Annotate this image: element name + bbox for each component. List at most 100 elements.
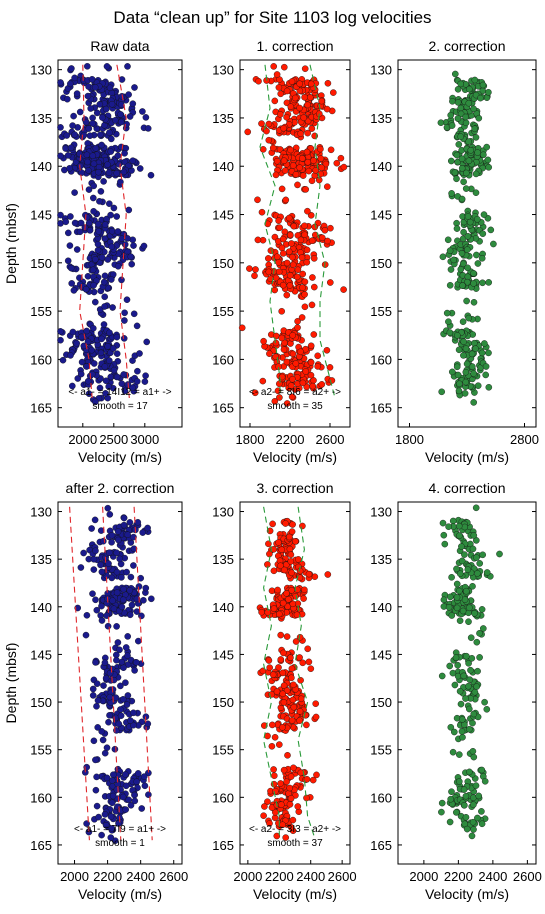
panel-5-data-point [270,605,278,612]
panel-3-data-point [470,269,477,277]
panel-5-data-point [299,659,307,667]
panel-2-ytick-label: 135 [212,111,234,126]
panel-6-data-point [445,604,453,611]
panel-3-ytick-label: 150 [370,256,392,271]
panel-3-data-point [437,119,445,126]
panel-6-data-point [449,748,457,756]
panel-1-data-point [118,76,126,83]
panel-4-annotation: <- a1- = 7I9 = a1+ -> [74,824,166,835]
panel-2-data-point [296,104,303,112]
panel-2-data-point [329,89,337,96]
panel-4-trend-line [102,506,122,841]
panel-2-data-point [270,63,278,70]
panel-1-data-point [89,152,97,160]
panel-1-data-point [57,152,64,160]
panel-3-data-point [479,279,486,287]
panel-1-data-point [113,333,121,341]
panel-6-data-point [475,792,483,800]
panel-3-data-point [454,115,462,122]
panel-4-data-point [134,637,142,645]
panel-3-data-point [454,99,462,106]
panel-2-data-point [280,63,288,71]
panel-1-data-point [104,161,111,168]
panel-2-data-point [300,114,308,121]
panel-3-data-point [487,226,495,234]
panel-1-data-point [143,338,150,346]
panel-5-data-point [269,520,276,528]
panel-6-data-point [467,634,475,642]
panel-3-data-point [455,346,463,354]
panel-1-data-point [113,350,121,358]
panel-2-data-point [293,273,301,281]
panel-1-ytick-label: 130 [30,63,52,78]
panel-6-data-point [465,618,472,626]
panel-1-data-point [77,370,85,378]
panel-4-data-point [126,519,134,526]
panel-3-data-point [464,232,472,240]
panel-4-data-point [101,811,109,818]
panel-5-xtick-label: 2400 [296,869,325,884]
panel-1-data-point [85,186,93,193]
panel-4-data-point [118,603,126,611]
panel-5-data-point [260,812,267,820]
panel-2-data-point [279,250,287,257]
panel-1-data-point [92,144,100,152]
panel-1-data-point [128,260,135,268]
panel-1-data-point [95,220,102,228]
panel-4-data-point [113,786,121,794]
panel-2-data-point [318,234,326,242]
panel-2-data-point [289,331,297,339]
panel-1-data-point [105,169,113,176]
panel-1-data-point [69,122,76,129]
panel-5-data-point [268,743,276,750]
panel-6-data-point [456,570,464,578]
panel-2-data-point [301,222,308,230]
panel-3-data-point [457,265,465,273]
panel-2-data-point [275,217,282,224]
panel-2-data-point [285,248,293,255]
panel-1-data-point [62,218,70,226]
panel-1-data-point [118,235,126,242]
panel-2-trend-line [259,64,281,398]
panel-3-data-point [458,195,466,203]
panel-5-data-point [288,674,295,682]
panel-1-data-point [88,346,96,354]
panel-4-trend-line [133,506,153,841]
panel-6-data-point [445,523,452,531]
panel-5-data-point [270,766,277,773]
panel-4-data-point [94,697,102,704]
panel-2-data-point [303,148,311,156]
panel-5-data-point [292,638,300,645]
panel-3-data-point [483,143,491,151]
panel-2-data-point [275,380,283,388]
panel-1-data-point [90,207,97,215]
panel-2-data-point [323,346,331,354]
panel-4-ytick-label: 135 [30,552,52,567]
panel-4-data-point [140,597,147,604]
panel-1-data-point [108,100,116,108]
panel-6-data-point [483,706,491,713]
panel-5-data-point [266,820,273,827]
panel-6-xtick-label: 2200 [444,869,473,884]
panel-5-ytick-label: 140 [212,600,234,615]
panel-2-data-point [297,130,304,137]
panel-4-data-point [93,802,101,810]
panel-2-ytick-label: 165 [212,401,234,416]
panel-2-data-point [238,324,246,332]
panel-3-data-point [470,105,477,113]
panel-2-data-point [289,350,297,358]
panel-2-data-point [254,196,261,204]
panel-3-data-point [461,390,469,397]
panel-4-data-point [133,595,141,603]
panel-4-data-point [124,531,131,539]
panel-4-data-point [88,525,95,532]
panel-3-data-point [453,225,461,232]
panel-1-data-point [66,164,73,172]
panel-2-data-point [299,172,307,179]
panel-3-data-point [468,363,476,370]
panel-3-ytick-label: 160 [370,352,392,367]
panel-4-ytick-label: 140 [30,600,52,615]
panel-4-annotation: smooth = 1 [95,838,145,849]
panel-3-data-point [457,80,465,88]
panel-1-data-point [57,79,64,86]
